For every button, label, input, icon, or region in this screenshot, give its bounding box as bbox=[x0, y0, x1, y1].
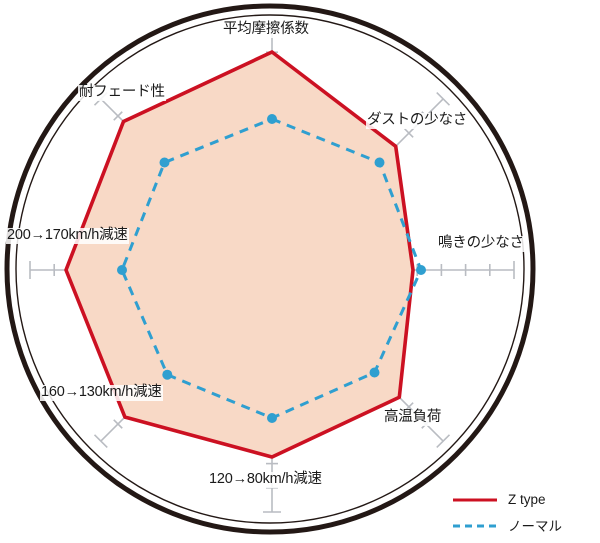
data-point bbox=[416, 265, 426, 275]
data-point bbox=[369, 367, 380, 378]
legend-label-z-type: Z type bbox=[508, 491, 546, 507]
axis-label-7: 耐フェード性 bbox=[78, 84, 166, 101]
radar-data-points bbox=[117, 114, 426, 423]
legend-item-normal[interactable]: ノーマル bbox=[452, 512, 592, 538]
data-point bbox=[162, 369, 173, 380]
outer-ring bbox=[4, 3, 536, 535]
axis-label-1: ダストの少なさ bbox=[366, 112, 469, 129]
axis-label-0: 平均摩擦係数 bbox=[222, 21, 310, 38]
axis-label-4: 120→80km/h減速 bbox=[208, 471, 323, 488]
axis-label-2: 鳴きの少なさ bbox=[437, 235, 525, 252]
legend-item-z-type[interactable]: Z type bbox=[452, 486, 592, 512]
axis-label-5: 160→130km/h減速 bbox=[40, 384, 163, 401]
solid-line-swatch bbox=[452, 493, 498, 505]
dashed-line-swatch bbox=[452, 519, 498, 531]
data-point bbox=[117, 265, 127, 275]
legend-label-normal: ノーマル bbox=[508, 519, 562, 534]
chart-legend: Z type ノーマル bbox=[452, 486, 592, 538]
axis-label-6: 200→170km/h減速 bbox=[6, 227, 129, 244]
series-polygon bbox=[64, 50, 415, 459]
axis-label-3: 高温負荷 bbox=[383, 409, 443, 426]
data-point bbox=[374, 157, 385, 168]
data-point bbox=[159, 157, 170, 168]
data-point bbox=[267, 413, 277, 423]
data-point bbox=[267, 114, 277, 124]
